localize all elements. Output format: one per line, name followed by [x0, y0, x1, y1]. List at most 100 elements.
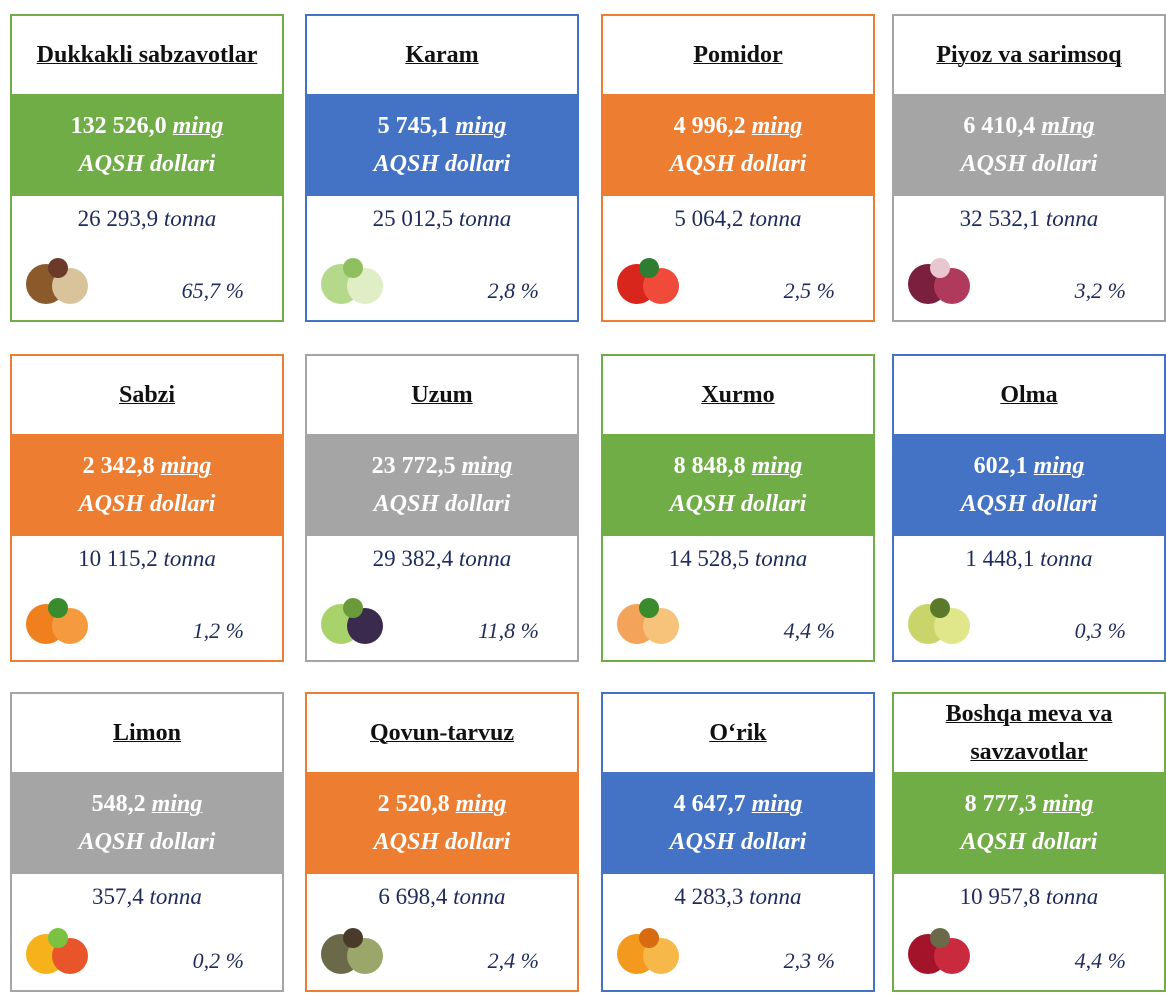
tonnage-line: 5 064,2 tonna	[603, 206, 873, 232]
value-band: 2 520,8 ming AQSH dollari	[307, 772, 577, 874]
tonnage-unit: tonna	[749, 206, 802, 231]
percent: 11,8 %	[478, 618, 539, 643]
card: Sabzi 2 342,8 ming AQSH dollari 10 115,2 to…	[10, 354, 284, 662]
value-line: 23 772,5 ming	[372, 447, 513, 485]
card-title: Piyoz va sarimsoq	[894, 16, 1164, 94]
title-text: Piyoz va sarimsoq	[936, 42, 1122, 68]
food-icon	[321, 258, 383, 304]
icon-shape	[930, 928, 950, 948]
card: Dukkakli sabzavotlar 132 526,0 ming AQSH d…	[10, 14, 284, 322]
percent: 65,7 %	[181, 278, 244, 303]
value-line: 602,1 ming	[974, 447, 1085, 485]
title-text: Karam	[405, 42, 479, 68]
currency: AQSH dollari	[960, 829, 1098, 855]
currency: AQSH dollari	[373, 829, 511, 855]
card: Uzum 23 772,5 ming AQSH dollari 29 382,4 to…	[305, 354, 579, 662]
tonnage-unit: tonna	[163, 546, 216, 571]
card-title: Xurmo	[603, 356, 873, 434]
currency: AQSH dollari	[669, 491, 807, 517]
value-unit: ming	[751, 113, 803, 139]
currency: AQSH dollari	[373, 151, 511, 177]
value-band: 8 848,8 ming AQSH dollari	[603, 434, 873, 536]
percent: 4,4 %	[783, 618, 835, 643]
percent: 0,3 %	[1074, 618, 1126, 643]
currency: AQSH dollari	[78, 491, 216, 517]
card: Karam 5 745,1 ming AQSH dollari 25 012,5 to…	[305, 14, 579, 322]
value-line: 8 777,3 ming	[965, 785, 1094, 823]
title-text: Dukkakli sabzavotlar	[36, 42, 258, 68]
percent: 1,2 %	[192, 618, 244, 643]
value-band: 602,1 ming AQSH dollari	[894, 434, 1164, 536]
value-band: 23 772,5 ming AQSH dollari	[307, 434, 577, 536]
icon-shape	[930, 258, 950, 278]
tonnage-unit: tonna	[1045, 206, 1099, 231]
icon-shape	[343, 598, 363, 618]
value-unit: ming	[461, 453, 513, 479]
value: 5 745,1	[377, 113, 450, 139]
food-icon	[26, 258, 88, 304]
currency: AQSH dollari	[669, 829, 807, 855]
value: 8 777,3	[964, 791, 1037, 817]
tonnage-line: 357,4 tonna	[12, 884, 282, 910]
tonnage-line: 1 448,1 tonna	[894, 546, 1164, 572]
title-text: Pomidor	[693, 42, 783, 68]
value-line: 2 520,8 ming	[378, 785, 507, 823]
value: 548,2	[91, 791, 146, 817]
value: 132 526,0	[70, 113, 167, 139]
value-band: 4 996,2 ming AQSH dollari	[603, 94, 873, 196]
value-band: 4 647,7 ming AQSH dollari	[603, 772, 873, 874]
card-title: Olma	[894, 356, 1164, 434]
icon-shape	[639, 258, 659, 278]
tonnage-line: 32 532,1 tonna	[894, 206, 1164, 232]
food-icon	[908, 598, 970, 644]
food-icon	[321, 598, 383, 644]
value: 2 342,8	[82, 453, 155, 479]
tonnage: 357,4	[92, 884, 144, 909]
value-unit: mIng	[1041, 113, 1095, 139]
tonnage: 1 448,1	[965, 546, 1035, 571]
food-icon	[26, 928, 88, 974]
tonnage-line: 26 293,9 tonna	[12, 206, 282, 232]
value-unit: ming	[151, 791, 203, 817]
title-text: Uzum	[411, 382, 473, 408]
value: 8 848,8	[673, 453, 746, 479]
tonnage: 32 532,1	[959, 206, 1041, 231]
tonnage-line: 10 957,8 tonna	[894, 884, 1164, 910]
value-unit: ming	[1042, 791, 1094, 817]
card-title: Dukkakli sabzavotlar	[12, 16, 282, 94]
tonnage-unit: tonna	[149, 884, 202, 909]
value: 602,1	[973, 453, 1028, 479]
value-band: 132 526,0 ming AQSH dollari	[12, 94, 282, 196]
icon-shape	[48, 598, 68, 618]
icon-shape	[930, 598, 950, 618]
value: 4 996,2	[673, 113, 746, 139]
title-text: Sabzi	[118, 382, 175, 408]
card: Boshqa meva va savzavotlar 8 777,3 ming AQ…	[892, 692, 1166, 992]
value-line: 5 745,1 ming	[378, 107, 507, 145]
card-title: Qovun-tarvuz	[307, 694, 577, 772]
card-title: Limon	[12, 694, 282, 772]
percent: 3,2 %	[1074, 278, 1126, 303]
card: Qovun-tarvuz 2 520,8 ming AQSH dollari 6 69…	[305, 692, 579, 992]
tonnage: 29 382,4	[372, 546, 454, 571]
tonnage-line: 4 283,3 tonna	[603, 884, 873, 910]
card-title: Karam	[307, 16, 577, 94]
food-icon	[617, 928, 679, 974]
tonnage-line: 6 698,4 tonna	[307, 884, 577, 910]
tonnage: 4 283,3	[674, 884, 744, 909]
food-icon	[321, 928, 383, 974]
value-band: 5 745,1 ming AQSH dollari	[307, 94, 577, 196]
value-unit: ming	[160, 453, 212, 479]
value-line: 8 848,8 ming	[674, 447, 803, 485]
title-text: Xurmo	[701, 382, 775, 408]
tonnage-unit: tonna	[458, 206, 512, 231]
value-unit: ming	[1033, 453, 1085, 479]
value-line: 132 526,0 ming	[71, 107, 224, 145]
currency: AQSH dollari	[373, 491, 511, 517]
food-icon	[908, 258, 970, 304]
value-unit: ming	[455, 791, 507, 817]
value-unit: ming	[455, 113, 507, 139]
icon-shape	[343, 258, 363, 278]
value: 23 772,5	[371, 453, 456, 479]
